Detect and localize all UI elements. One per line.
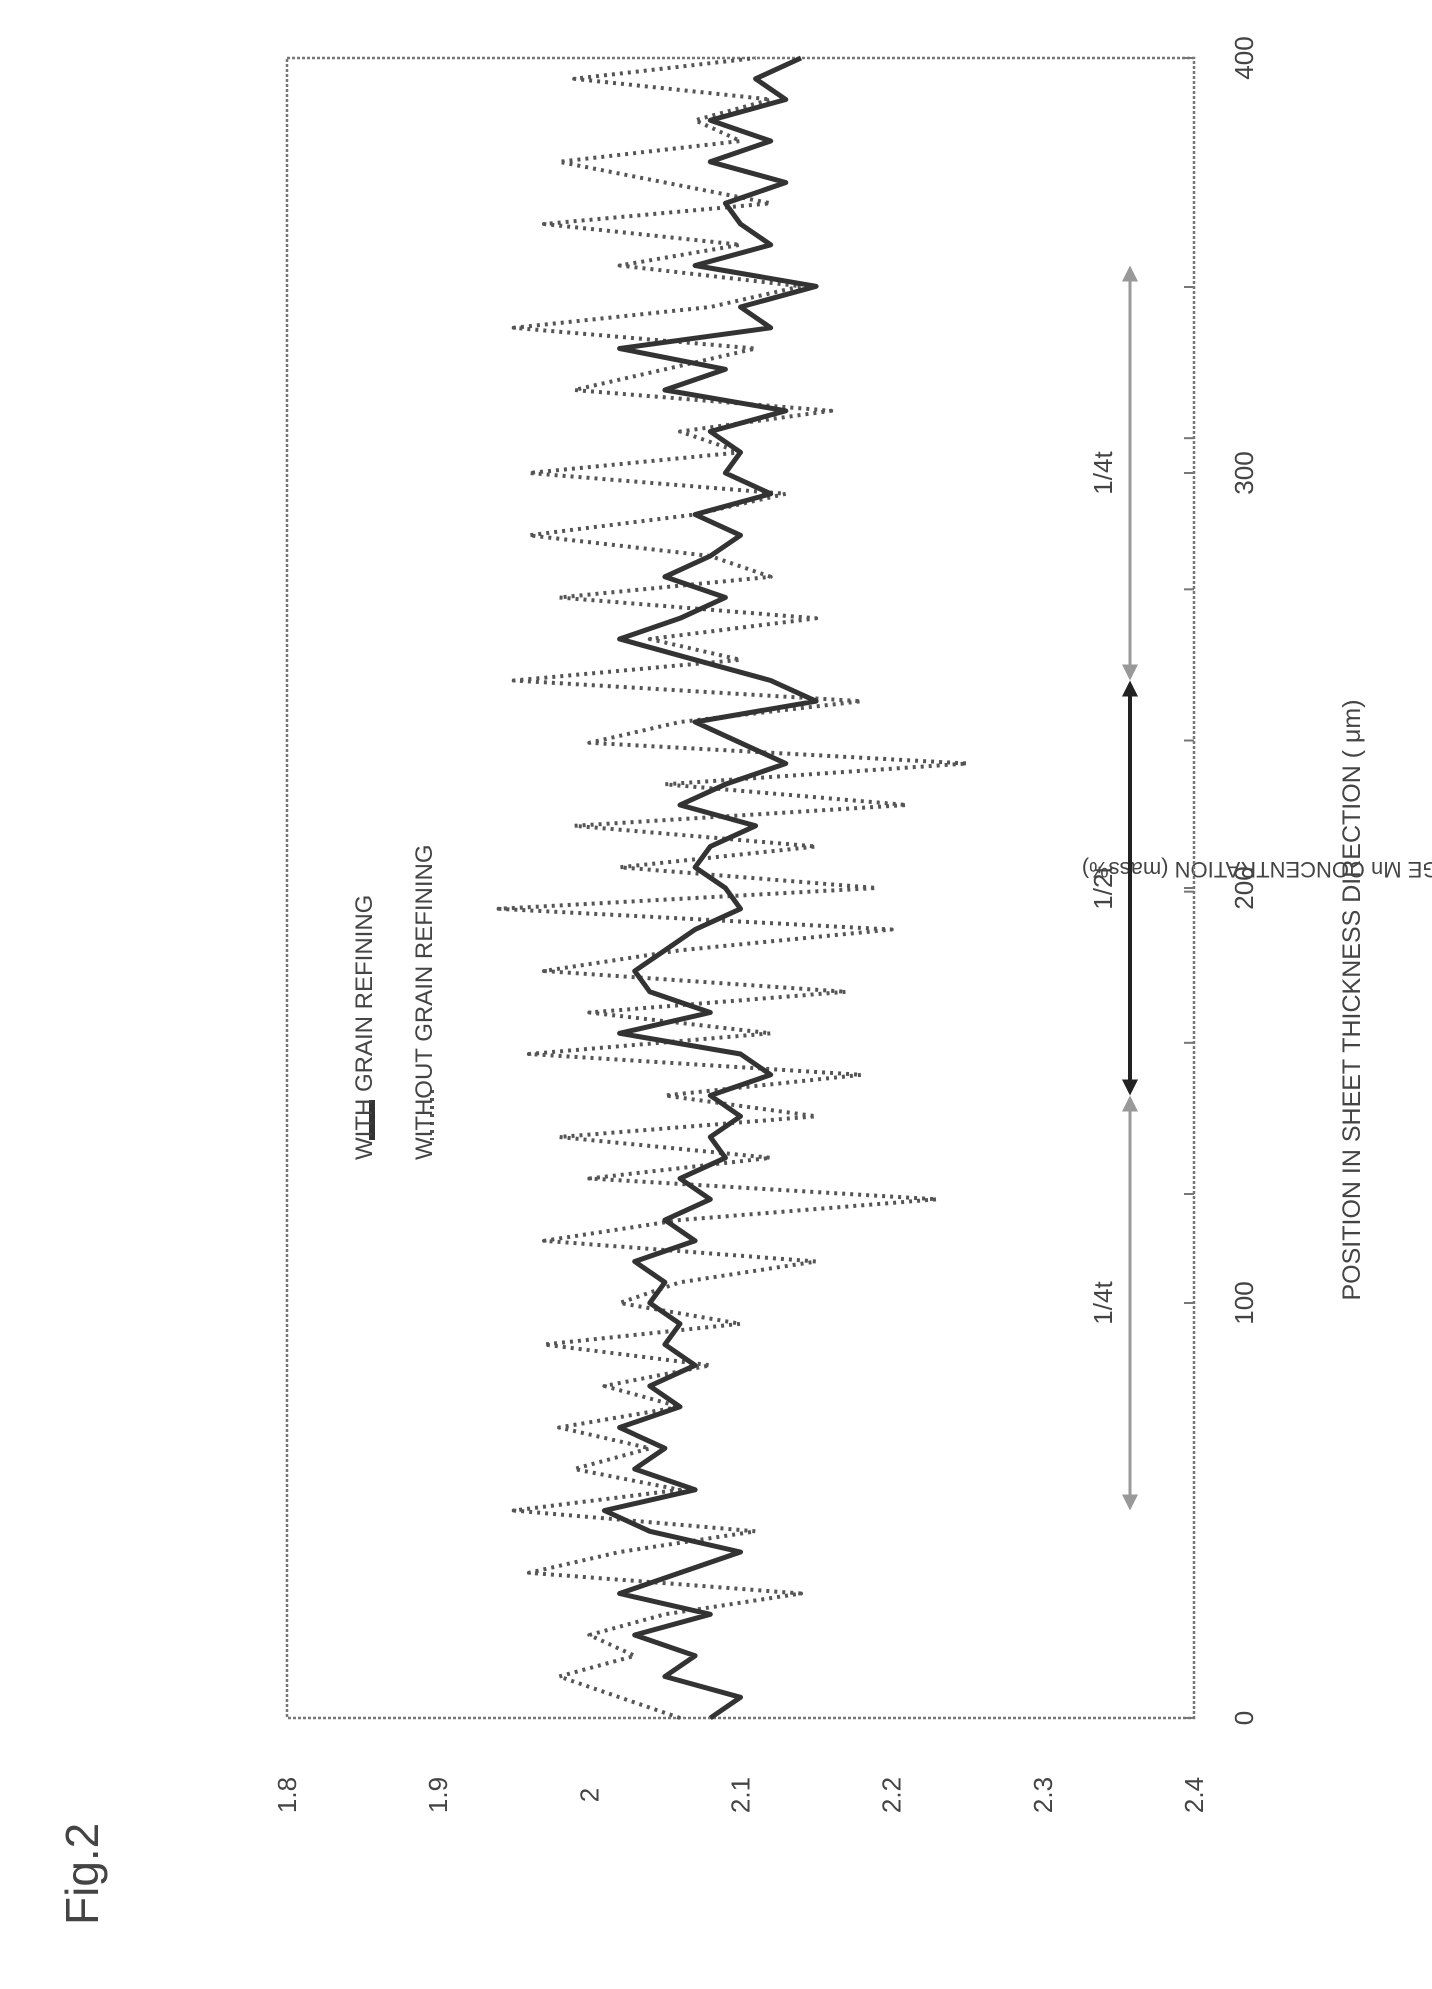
region-label: 1/2t [1088, 866, 1118, 910]
y-tick-label: 2.3 [1028, 1777, 1058, 1813]
x-tick-label: 0 [1229, 1711, 1259, 1725]
legend-label-with: WITH GRAIN REFINING [351, 895, 378, 1160]
x-tick-label: 300 [1229, 451, 1259, 494]
y-tick-label: 2.2 [877, 1777, 907, 1813]
arrowhead [1122, 1494, 1138, 1511]
x-tick-label: 100 [1229, 1281, 1259, 1324]
legend-label-without: WITHOUT GRAIN REFINING [411, 844, 438, 1160]
y-tick-label: 2 [574, 1788, 604, 1802]
arrowhead [1122, 265, 1138, 282]
y-tick-label: 2.4 [1179, 1777, 1209, 1813]
x-axis-title: POSITION IN SHEET THICKNESS DIRECTION ( … [1338, 699, 1366, 1300]
y-axis-title: ROLLING-DIRECTION AVERAGE Mn CONCENTRATI… [1082, 857, 1432, 882]
annotation-group: 1/4t 1/2t 1/4t [1088, 265, 1138, 1511]
series-with-grain-refining [601, 55, 819, 1721]
arrowhead [1122, 1095, 1138, 1112]
legend: WITH GRAIN REFINING WITHOUT GRAIN REFINI… [351, 844, 438, 1160]
arrowhead [1122, 1079, 1138, 1096]
series-group [496, 55, 970, 1721]
figure-label: Fig.2 [56, 1823, 108, 1925]
series-without-grain-refining [496, 56, 970, 1720]
region-label: 1/4t [1088, 1281, 1118, 1325]
arrowhead [1122, 680, 1138, 697]
x-tick-label: 200 [1229, 866, 1259, 909]
arrowhead [1122, 664, 1138, 681]
y-tick-label: 1.8 [272, 1777, 302, 1813]
tick-group: 1.8 1.9 2 2.1 2.2 2.3 2.4 0 100 200 300 400 [272, 36, 1259, 1813]
y-tick-label: 1.9 [423, 1777, 453, 1813]
x-tick-label: 400 [1229, 36, 1259, 79]
y-tick-label: 2.1 [726, 1777, 756, 1813]
region-label: 1/4t [1088, 451, 1118, 495]
